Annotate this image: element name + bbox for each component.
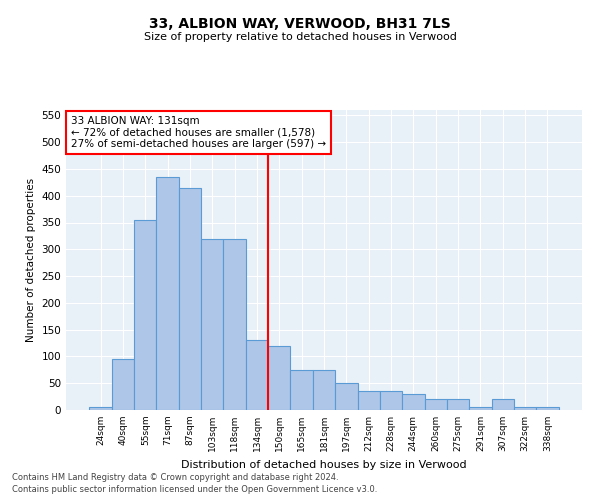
Text: Contains public sector information licensed under the Open Government Licence v3: Contains public sector information licen… bbox=[12, 485, 377, 494]
Text: Size of property relative to detached houses in Verwood: Size of property relative to detached ho… bbox=[143, 32, 457, 42]
Text: 33 ALBION WAY: 131sqm
← 72% of detached houses are smaller (1,578)
27% of semi-d: 33 ALBION WAY: 131sqm ← 72% of detached … bbox=[71, 116, 326, 149]
Bar bbox=[157, 177, 179, 410]
Bar bbox=[223, 238, 246, 410]
Bar bbox=[402, 394, 425, 410]
Text: 33, ALBION WAY, VERWOOD, BH31 7LS: 33, ALBION WAY, VERWOOD, BH31 7LS bbox=[149, 18, 451, 32]
Bar bbox=[491, 400, 514, 410]
Bar bbox=[179, 188, 201, 410]
Y-axis label: Number of detached properties: Number of detached properties bbox=[26, 178, 36, 342]
Bar bbox=[447, 400, 469, 410]
X-axis label: Distribution of detached houses by size in Verwood: Distribution of detached houses by size … bbox=[181, 460, 467, 469]
Bar bbox=[425, 400, 447, 410]
Bar bbox=[536, 408, 559, 410]
Bar bbox=[358, 391, 380, 410]
Bar bbox=[201, 238, 223, 410]
Bar bbox=[380, 391, 402, 410]
Bar bbox=[313, 370, 335, 410]
Bar bbox=[112, 359, 134, 410]
Bar bbox=[268, 346, 290, 410]
Bar bbox=[246, 340, 268, 410]
Bar bbox=[514, 408, 536, 410]
Bar bbox=[469, 408, 491, 410]
Text: Contains HM Land Registry data © Crown copyright and database right 2024.: Contains HM Land Registry data © Crown c… bbox=[12, 472, 338, 482]
Bar bbox=[290, 370, 313, 410]
Bar bbox=[134, 220, 157, 410]
Bar bbox=[89, 408, 112, 410]
Bar bbox=[335, 383, 358, 410]
